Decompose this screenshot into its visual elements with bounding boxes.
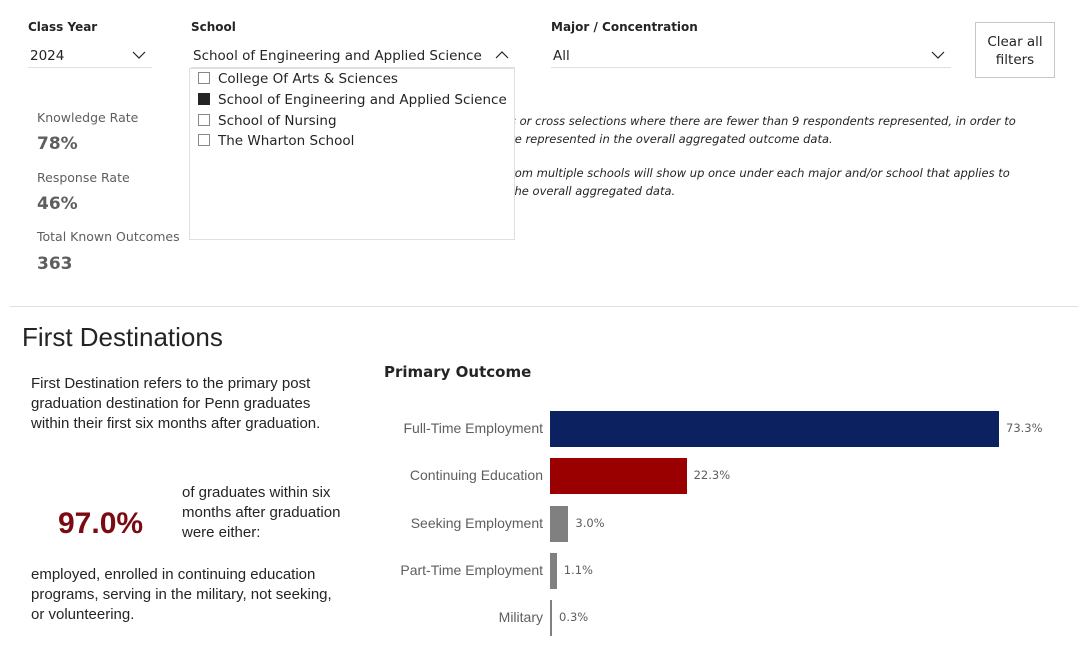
- note-line-1: s or cross selections where there are fe…: [510, 114, 1016, 128]
- bar[interactable]: [550, 552, 557, 589]
- chevron-down-icon: [931, 51, 945, 59]
- note-line-4: the overall aggregated data.: [510, 184, 676, 198]
- section-divider: [10, 306, 1078, 307]
- value-label: 73.3%: [1006, 421, 1043, 435]
- category-label: Part-Time Employment: [400, 561, 543, 578]
- value-label: 3.0%: [575, 515, 605, 530]
- section-title: First Destinations: [22, 322, 223, 352]
- knowledge-rate-value: 78%: [37, 134, 78, 154]
- school-select[interactable]: School of Engineering and Applied Scienc…: [191, 42, 515, 68]
- clear-all-filters-button[interactable]: Clear all filters: [975, 22, 1055, 78]
- major-label: Major / Concentration: [551, 20, 698, 34]
- total-known-outcomes-value: 363: [37, 254, 73, 274]
- chart-title: Primary Outcome: [384, 363, 532, 381]
- checkbox-checked-icon[interactable]: [198, 93, 210, 105]
- note-line-3: rom multiple schools will show up once u…: [510, 166, 1010, 180]
- school-dropdown-list: College Of Arts & Sciences School of Eng…: [189, 68, 515, 240]
- class-year-label: Class Year: [28, 20, 98, 34]
- definition-text: First Destination refers to the primary …: [31, 375, 321, 432]
- bar[interactable]: [550, 411, 999, 447]
- outcome-explanation: employed, enrolled in continuing educati…: [31, 566, 332, 623]
- note-line-2: re represented in the overall aggregated…: [510, 132, 833, 146]
- value-label: 0.3%: [559, 610, 589, 625]
- category-label: Seeking Employment: [410, 514, 543, 531]
- total-known-outcomes-label: Total Known Outcomes: [37, 229, 180, 244]
- major-select[interactable]: All: [551, 42, 951, 68]
- checkbox-icon[interactable]: [198, 134, 210, 146]
- school-label: School: [191, 20, 236, 34]
- class-year-value: 2024: [30, 48, 65, 64]
- bar[interactable]: [550, 458, 687, 495]
- clear-button-line1: Clear all: [987, 34, 1043, 50]
- bar[interactable]: [550, 505, 569, 542]
- checkbox-icon[interactable]: [198, 114, 210, 126]
- chevron-up-icon: [495, 51, 509, 59]
- bar[interactable]: [550, 600, 552, 637]
- percentage-caption: of graduates within six months after gra…: [182, 484, 341, 541]
- school-value: School of Engineering and Applied Scienc…: [193, 48, 482, 64]
- value-label: 22.3%: [693, 468, 731, 483]
- category-label: Military: [498, 609, 543, 626]
- class-year-select[interactable]: 2024: [28, 42, 152, 68]
- response-rate-label: Response Rate: [37, 170, 130, 185]
- knowledge-rate-label: Knowledge Rate: [37, 110, 139, 125]
- major-value: All: [553, 48, 570, 64]
- value-label: 1.1%: [563, 562, 593, 577]
- clear-button-line2: filters: [995, 52, 1035, 68]
- big-percentage: 97.0%: [58, 507, 144, 540]
- category-label: Continuing Education: [409, 467, 543, 484]
- chevron-down-icon: [132, 51, 146, 59]
- checkbox-icon[interactable]: [198, 72, 210, 84]
- response-rate-value: 46%: [37, 194, 78, 214]
- category-label: Full-Time Employment: [403, 420, 543, 436]
